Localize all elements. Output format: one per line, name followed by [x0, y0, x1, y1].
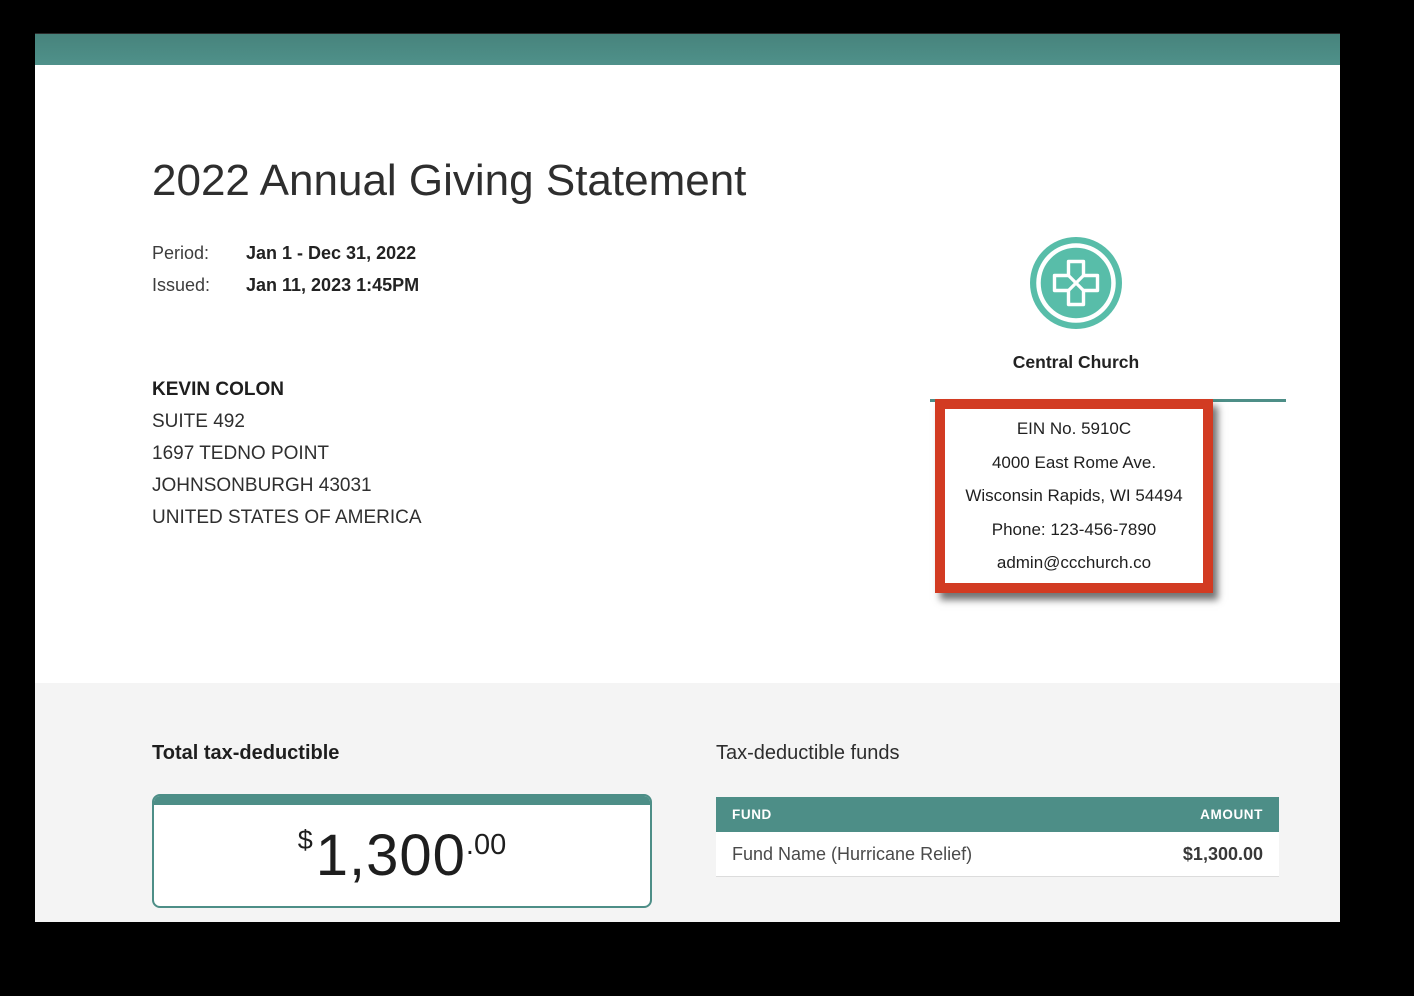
- org-street-line: 4000 East Rome Ave.: [991, 452, 1157, 472]
- period-row: Period: Jan 1 - Dec 31, 2022: [152, 237, 419, 269]
- page-title: 2022 Annual Giving Statement: [152, 156, 747, 205]
- recipient-address-line: 1697 TEDNO POINT: [152, 443, 330, 464]
- period-value: Jan 1 - Dec 31, 2022: [246, 243, 417, 263]
- summary-section: Total tax-deductible $ 1,300 .00 Tax-ded…: [35, 683, 1340, 922]
- recipient-address-line: JOHNSONBURGH 43031: [152, 475, 372, 496]
- total-tax-deductible-heading: Total tax-deductible: [152, 742, 340, 764]
- issued-row: Issued: Jan 11, 2023 1:45PM: [152, 269, 419, 301]
- total-amount-value: $ 1,300 .00: [154, 805, 650, 906]
- amount-dollars: 1,300: [315, 823, 466, 888]
- recipient-name: KEVIN COLON: [152, 379, 284, 400]
- org-ein-line: EIN No. 5910C: [1016, 419, 1132, 438]
- annotation-highlight-box: EIN No. 5910C 4000 East Rome Ave. Wiscon…: [935, 399, 1213, 593]
- church-logo-cross-in-circle-icon: [1030, 237, 1122, 329]
- statement-page: 2022 Annual Giving Statement Period: Jan…: [35, 33, 1340, 922]
- table-row: Fund Name (Hurricane Relief) $1,300.00: [716, 832, 1279, 877]
- issued-label: Issued:: [152, 275, 211, 295]
- amount-currency-symbol: $: [297, 825, 313, 855]
- total-amount-card: $ 1,300 .00: [152, 794, 652, 908]
- fund-column-header: FUND: [732, 807, 772, 822]
- funds-table-header: FUND AMOUNT: [716, 797, 1279, 832]
- total-card-accent-bar: [154, 796, 650, 805]
- fund-name-cell: Fund Name (Hurricane Relief): [732, 843, 973, 864]
- fund-amount-cell: $1,300.00: [1182, 843, 1263, 864]
- recipient-address-line: SUITE 492: [152, 411, 245, 432]
- org-phone-line: Phone: 123-456-7890: [991, 519, 1157, 539]
- page-header-accent-bar: [35, 33, 1340, 65]
- amount-column-header: AMOUNT: [1200, 807, 1263, 822]
- period-label: Period:: [152, 243, 210, 263]
- tax-deductible-funds-heading: Tax-deductible funds: [716, 742, 900, 764]
- issued-value: Jan 11, 2023 1:45PM: [246, 275, 420, 295]
- funds-table: FUND AMOUNT Fund Name (Hurricane Relief)…: [716, 797, 1279, 877]
- org-email-line: admin@ccchurch.co: [996, 553, 1152, 572]
- statement-meta: Period: Jan 1 - Dec 31, 2022 Issued: Jan…: [152, 237, 419, 301]
- amount-cents: .00: [465, 829, 507, 861]
- org-city-line: Wisconsin Rapids, WI 54494: [965, 486, 1183, 505]
- recipient-address-block: KEVIN COLON SUITE 492 1697 TEDNO POINT J…: [152, 374, 422, 534]
- recipient-address-line: UNITED STATES OF AMERICA: [152, 507, 422, 528]
- organization-name: Central Church: [1012, 352, 1140, 372]
